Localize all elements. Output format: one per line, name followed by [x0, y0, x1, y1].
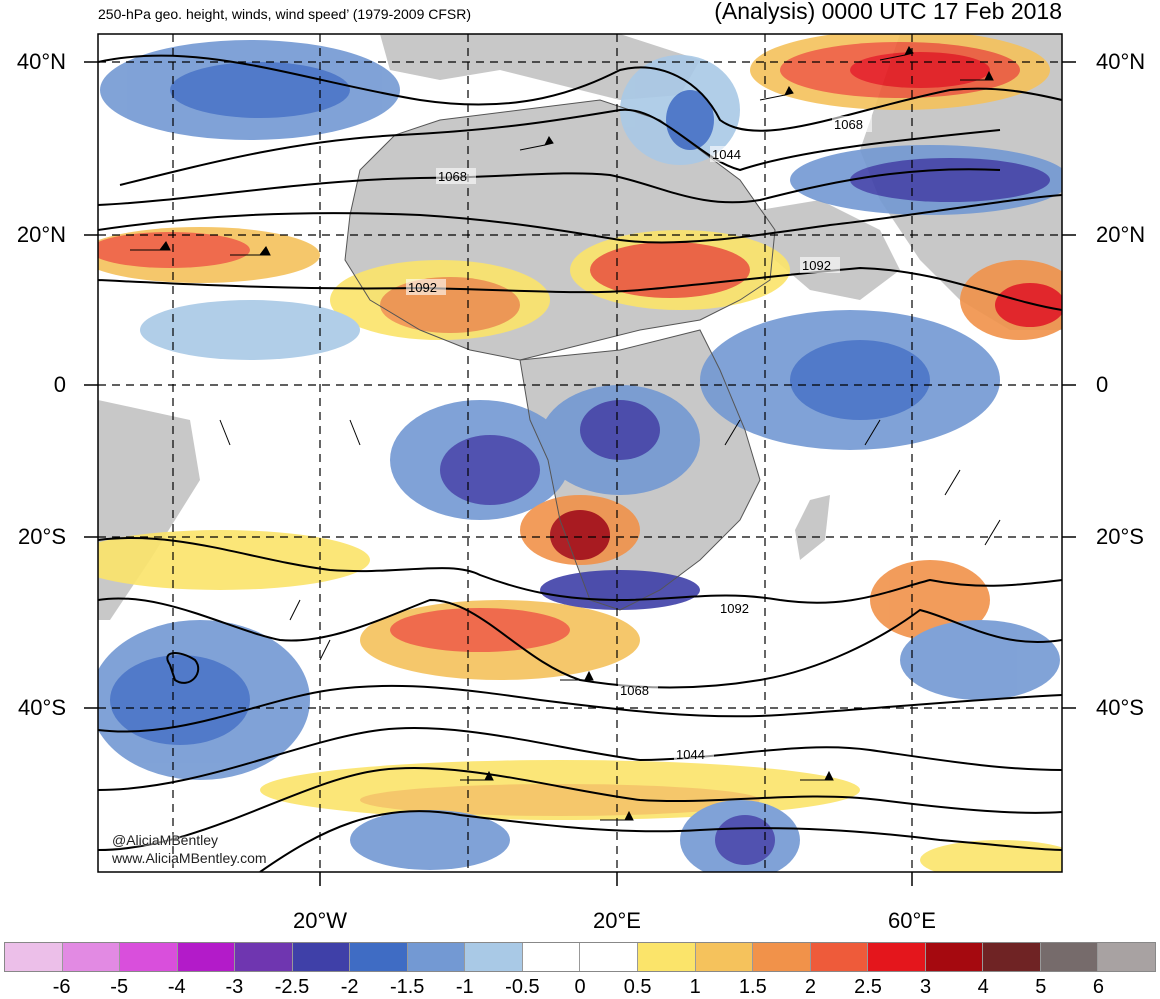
colorbar-segment: [1040, 943, 1099, 971]
lat-label-20n-right: 20°N: [1096, 222, 1146, 247]
madagascar-landmass: [795, 495, 830, 560]
colorbar-tick-label: -5: [110, 976, 129, 998]
lon-label-60e: 60°E: [888, 908, 936, 933]
colorbar-tick-label: 6: [1092, 976, 1104, 998]
colorbar-tick-label: 3: [920, 976, 932, 998]
colorbar-segment: [522, 943, 581, 971]
lon-label-20e: 20°E: [593, 908, 641, 933]
lat-label-20s-right: 20°S: [1096, 524, 1144, 549]
colorbar-segment: [695, 943, 754, 971]
contour-label: 1092: [802, 258, 831, 273]
lat-label-40n-left: 40°N: [16, 49, 66, 74]
colorbar-tick-label: 1.5: [738, 976, 767, 998]
credit-handle: @AliciaMBentley: [112, 832, 219, 848]
colorbar-tick-label: -0.5: [505, 976, 540, 998]
lat-label-40s-left: 40°S: [18, 695, 66, 720]
colorbar-tick-label: 4: [977, 976, 989, 998]
colorbar-segment: [983, 943, 1041, 971]
map-title-right: (Analysis) 0000 UTC 17 Feb 2018: [714, 0, 1062, 24]
coastlines: [344, 99, 776, 611]
colorbar-segment: [235, 943, 293, 971]
contour-label: 1044: [676, 747, 705, 762]
colorbar: [4, 942, 1156, 972]
lat-label-40n-right: 40°N: [1096, 49, 1146, 74]
colorbar-segment: [407, 943, 466, 971]
colorbar-tick-label: 5: [1035, 976, 1047, 998]
contour-label: 1092: [408, 280, 437, 295]
contour-label: 1068: [620, 683, 649, 698]
colorbar-tick-label: -6: [52, 976, 71, 998]
colorbar-tick-label: -1: [455, 976, 474, 998]
colorbar-segment: [120, 943, 178, 971]
credit-website: www.AliciaMBentley.com: [112, 850, 267, 866]
colorbar-tick-label: 1: [689, 976, 701, 998]
contour-label: 1092: [720, 601, 749, 616]
contour-label: 1044: [712, 147, 741, 162]
colorbar-segment: [925, 943, 984, 971]
map-frame: [97, 33, 1063, 873]
lat-label-40s-right: 40°S: [1096, 695, 1144, 720]
colorbar-tick-label: 0: [574, 976, 586, 998]
colorbar-segment: [1098, 943, 1155, 971]
colorbar-segment: [638, 943, 696, 971]
map-title-left: 250-hPa geo. height, winds, wind speed’ …: [98, 6, 472, 22]
colorbar-segment: [465, 943, 523, 971]
lat-label-equator-left: 0: [53, 372, 66, 397]
colorbar-tick-label: 0.5: [623, 976, 652, 998]
lat-label-equator-right: 0: [1096, 372, 1109, 397]
colorbar-segment: [292, 943, 351, 971]
contour-label: 1068: [834, 117, 863, 132]
lat-lon-grid: [98, 34, 1062, 872]
colorbar-segment: [580, 943, 639, 971]
lat-label-20n-left: 20°N: [16, 222, 66, 247]
colorbar-segment: [177, 943, 236, 971]
colorbar-segment: [810, 943, 869, 971]
colorbar-segment: [5, 943, 63, 971]
colorbar-tick-label: -1.5: [389, 976, 425, 998]
contour-labels: 1068 1044 1068 1092 1092 1092 1068 1044: [406, 116, 872, 762]
colorbar-segment: [350, 943, 408, 971]
colorbar-segment: [868, 943, 926, 971]
contour-label: 1068: [438, 169, 467, 184]
europe-landmass: [380, 34, 700, 100]
colorbar-tick-label: 2: [804, 976, 816, 998]
colorbar-tick-label: -2.5: [274, 976, 310, 998]
colorbar-tick-label: -3: [225, 976, 244, 998]
lat-label-20s-left: 20°S: [18, 524, 66, 549]
lon-label-20w: 20°W: [292, 908, 348, 933]
colorbar-tick-label: 2.5: [854, 976, 882, 998]
colorbar-tick-label: -4: [167, 976, 186, 998]
axis-ticks: [84, 61, 1076, 886]
colorbar-segment: [753, 943, 811, 971]
colorbar-tick-label: -2: [340, 976, 359, 998]
wind-barbs: [130, 46, 1001, 821]
map-plot: 1068 1044 1068 1092 1092 1092 1068 1044: [84, 33, 1076, 886]
colorbar-segment: [62, 943, 121, 971]
